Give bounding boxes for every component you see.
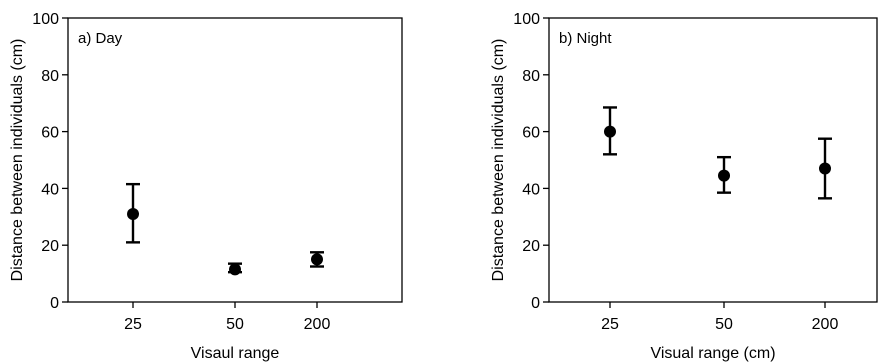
data-point (127, 207, 139, 220)
plot-frame (67, 17, 403, 303)
x-axis-label: Visaul range (191, 345, 280, 362)
y-ticks: 0 20 40 60 80 100 (32, 11, 68, 312)
x-ticks: 25 50 200 (124, 302, 330, 333)
panel-label: a) Day (78, 30, 123, 47)
panel-label: b) Night (559, 30, 612, 47)
y-tick-label: 0 (531, 295, 540, 312)
data-marks (126, 182, 324, 276)
x-tick-label: 25 (601, 316, 619, 333)
y-tick-label: 80 (41, 68, 59, 85)
data-point (311, 253, 323, 266)
y-tick-label: 100 (513, 11, 540, 28)
x-tick-label: 50 (715, 316, 733, 333)
plot-frame (548, 17, 878, 303)
y-tick-label: 40 (522, 181, 540, 198)
y-tick-label: 40 (41, 181, 59, 198)
x-ticks: 25 50 200 (601, 302, 838, 333)
y-tick-label: 20 (522, 238, 540, 255)
x-axis-label: Visual range (cm) (650, 345, 775, 362)
y-axis-label: Distance between individuals (cm) (490, 39, 507, 282)
y-tick-label: 0 (50, 295, 59, 312)
data-point (819, 162, 831, 175)
y-tick-label: 60 (522, 125, 540, 142)
y-tick-label: 100 (32, 11, 59, 28)
y-tick-label: 20 (41, 238, 59, 255)
y-axis-label: Distance between individuals (cm) (9, 39, 26, 282)
panel-night: b) Night Distance between individuals (c… (490, 11, 878, 362)
x-tick-label: 200 (812, 316, 839, 333)
data-point (718, 169, 730, 182)
panel-day: a) Day Distance between individuals (cm)… (9, 11, 403, 362)
x-tick-label: 50 (226, 316, 244, 333)
data-point (604, 125, 616, 138)
data-marks (603, 106, 832, 200)
y-tick-label: 80 (522, 68, 540, 85)
x-tick-label: 25 (124, 316, 142, 333)
y-ticks: 0 20 40 60 80 100 (513, 11, 549, 312)
y-tick-label: 60 (41, 125, 59, 142)
data-point (229, 263, 241, 276)
x-tick-label: 200 (304, 316, 331, 333)
